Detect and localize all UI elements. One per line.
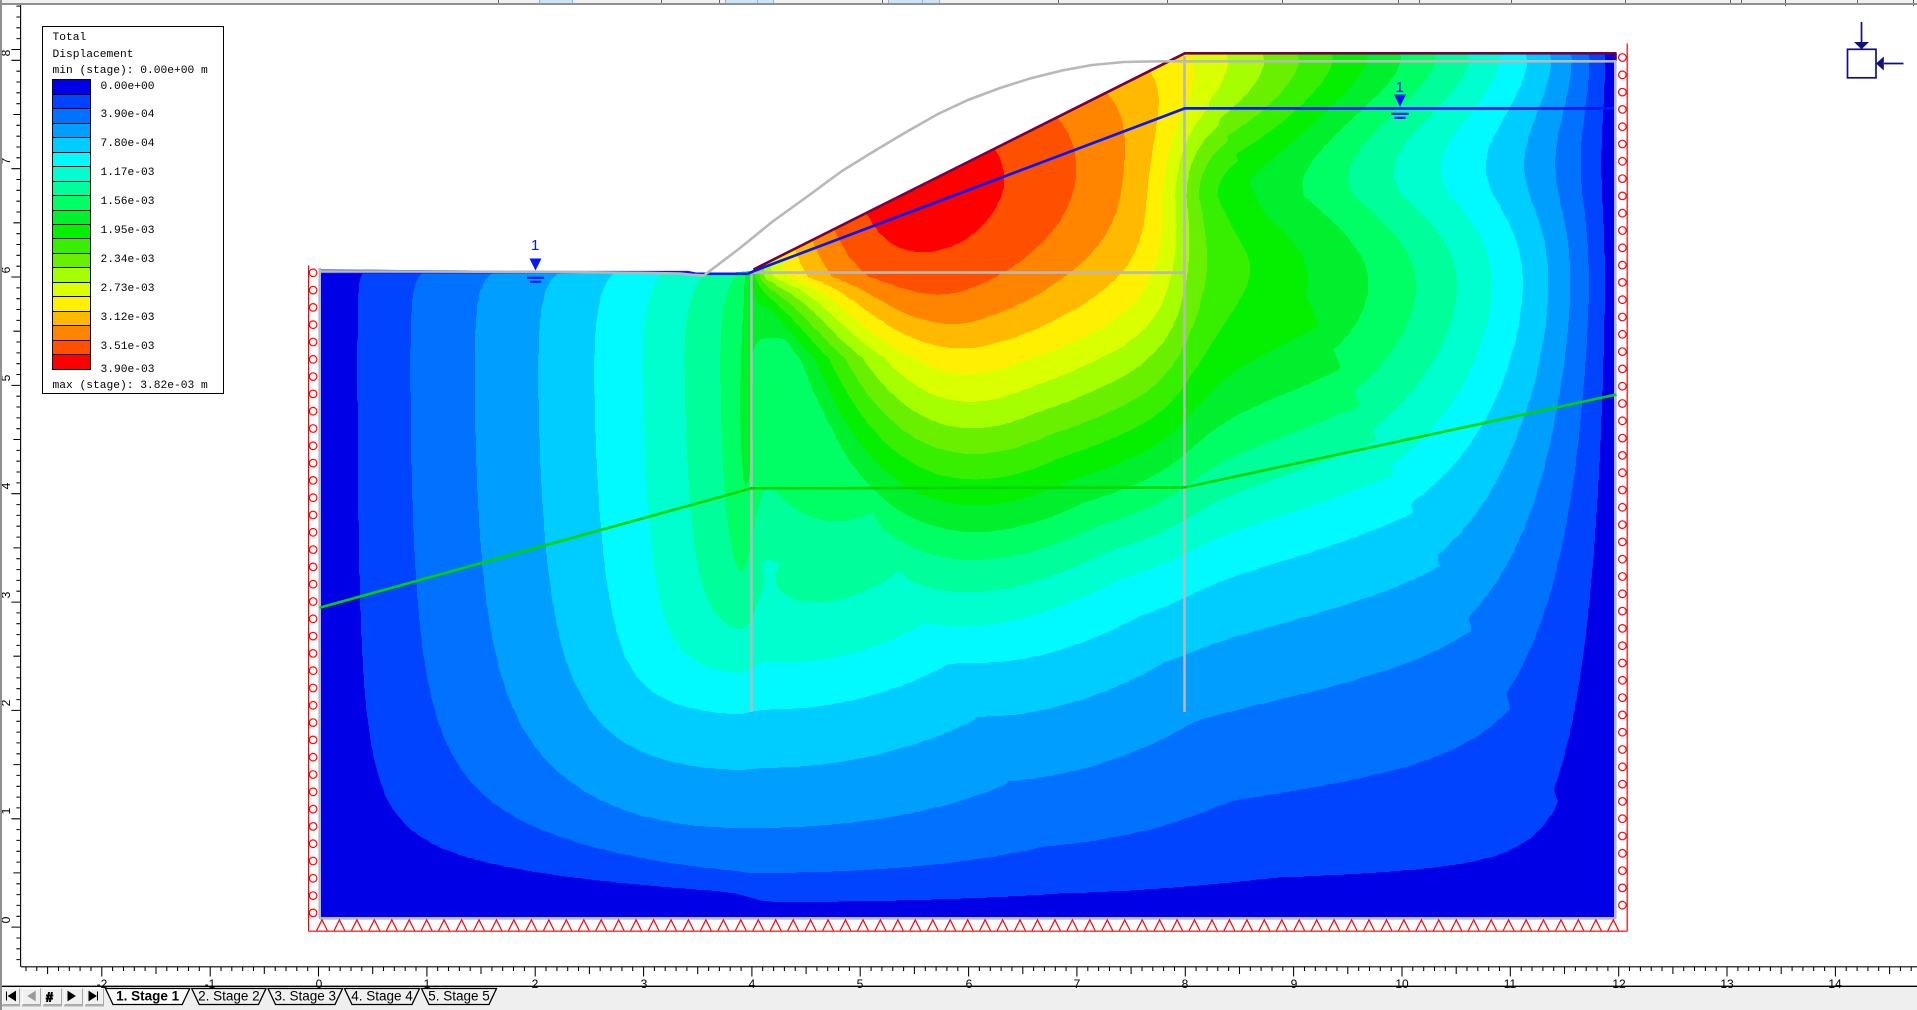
svg-text:1: 1 xyxy=(531,237,539,254)
svg-text:2. Stage 2: 2. Stage 2 xyxy=(198,989,260,1004)
svg-text:#: # xyxy=(46,991,53,1005)
svg-text:1. Stage 1: 1. Stage 1 xyxy=(116,989,180,1004)
svg-text:3. Stage 3: 3. Stage 3 xyxy=(274,989,336,1004)
svg-text:4. Stage 4: 4. Stage 4 xyxy=(351,989,413,1004)
svg-text:5. Stage 5: 5. Stage 5 xyxy=(428,989,490,1004)
svg-text:1: 1 xyxy=(1396,79,1404,96)
